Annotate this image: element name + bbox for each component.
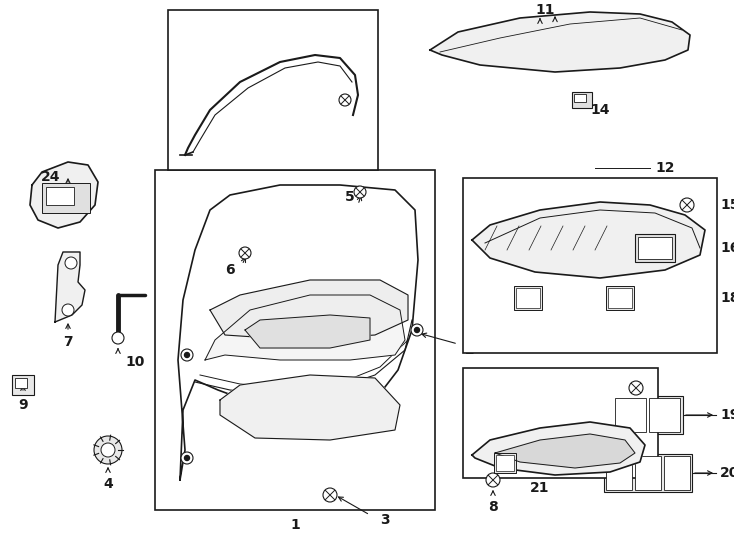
Polygon shape [178,185,418,480]
Circle shape [184,353,189,357]
Polygon shape [205,295,405,360]
Text: 11: 11 [535,3,555,17]
Circle shape [411,324,423,336]
Circle shape [354,186,366,198]
Bar [608,288,632,308]
Bar [496,455,514,471]
Circle shape [184,456,189,461]
Bar [46,187,74,205]
Text: 1: 1 [290,518,300,532]
Bar [606,286,634,310]
Text: 23: 23 [335,113,355,127]
Bar [574,94,586,102]
Text: 16: 16 [720,241,734,255]
Bar [635,234,675,262]
Bar [638,237,672,259]
Text: 12: 12 [655,161,675,175]
Circle shape [181,452,193,464]
Text: 9: 9 [18,398,28,412]
Text: 21: 21 [530,481,550,495]
Bar [42,183,90,213]
Bar [494,453,516,473]
Polygon shape [495,434,635,468]
Text: 5: 5 [345,190,355,204]
Text: 8: 8 [488,500,498,514]
Circle shape [680,198,694,212]
Polygon shape [472,202,705,278]
Text: 22: 22 [172,118,192,132]
Polygon shape [430,12,690,72]
Bar [604,454,692,492]
Circle shape [323,488,337,502]
Text: 6: 6 [225,263,235,277]
Bar [463,178,717,353]
Text: 4: 4 [103,477,113,491]
Circle shape [339,94,351,106]
Text: 10: 10 [125,355,145,369]
Circle shape [112,332,124,344]
Circle shape [62,304,74,316]
Bar [615,398,646,432]
Polygon shape [55,252,85,322]
Text: 7: 7 [63,335,73,349]
Text: 17: 17 [475,291,494,305]
Polygon shape [30,162,98,228]
Circle shape [181,349,193,361]
Circle shape [486,473,500,487]
Bar [606,456,632,490]
Text: 3: 3 [380,513,390,527]
Bar [514,286,542,310]
Bar [155,170,435,510]
Bar [15,378,27,388]
Bar [168,10,378,170]
Text: 20: 20 [720,466,734,480]
Text: 14: 14 [590,103,609,117]
Polygon shape [472,422,645,475]
Text: 2: 2 [465,343,475,357]
Text: 19: 19 [720,408,734,422]
Text: 15: 15 [720,198,734,212]
Circle shape [629,381,643,395]
Circle shape [415,327,420,333]
Bar [613,396,683,434]
Bar [516,288,540,308]
Polygon shape [210,280,408,340]
Polygon shape [220,375,400,440]
Circle shape [239,247,251,259]
Bar [572,92,592,108]
Text: 24: 24 [40,170,60,184]
Text: 13: 13 [643,405,662,419]
Bar [12,375,34,395]
Bar [463,368,658,478]
Circle shape [101,443,115,457]
Bar [649,398,680,432]
Text: 18: 18 [720,291,734,305]
Circle shape [65,257,77,269]
Bar [635,456,661,490]
Polygon shape [245,315,370,348]
Circle shape [94,436,122,464]
Bar [664,456,690,490]
